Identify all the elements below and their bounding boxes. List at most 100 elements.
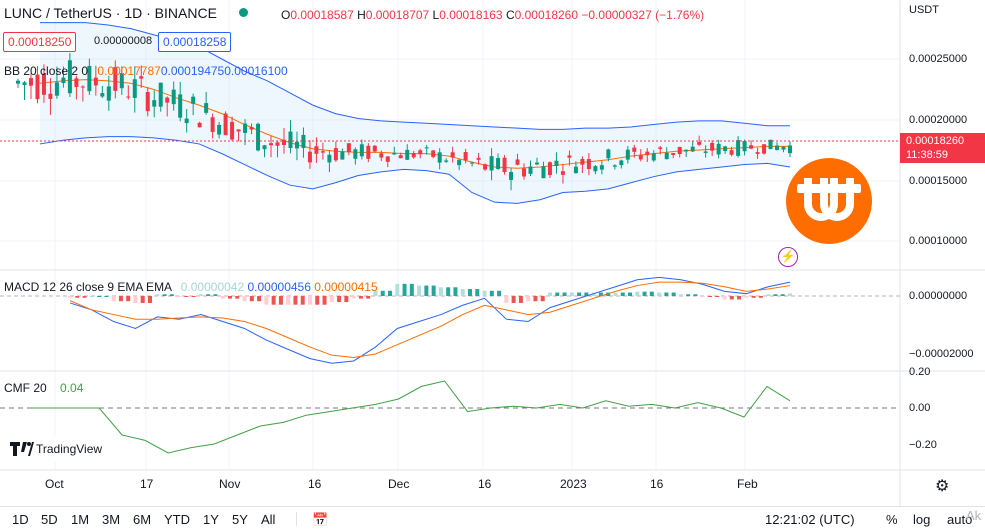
candle-body — [184, 118, 189, 124]
bb-lower-value: 0.00016100 — [224, 64, 288, 78]
symbol-title[interactable]: LUNC / TetherUS · 1D · BINANCE — [4, 5, 217, 21]
ohlc-c-label: C — [505, 8, 515, 22]
candle-body — [100, 93, 105, 97]
macd-histogram-bar — [606, 292, 611, 296]
candle-body — [385, 156, 390, 162]
candle-body — [755, 152, 760, 154]
candle-body — [645, 151, 650, 156]
bb-band-fill — [40, 22, 790, 204]
sell-button[interactable]: 0.00018250 — [3, 32, 77, 52]
candle-body — [87, 65, 92, 92]
date-range-icon[interactable] — [296, 512, 297, 526]
percent-toggle[interactable]: % — [886, 512, 898, 527]
macd-histogram-bar — [308, 296, 312, 305]
candle-body — [191, 96, 196, 104]
candle-body — [223, 113, 228, 136]
candle-body — [275, 142, 280, 146]
cmf-label: CMF 20 — [4, 381, 47, 395]
macd-histogram-bar — [169, 294, 174, 296]
candle-body — [749, 145, 754, 149]
macd-histogram-bar — [104, 296, 109, 297]
auto-toggle[interactable]: auto — [947, 512, 973, 527]
cmf-value: 0.04 — [60, 381, 84, 395]
range-5d[interactable]: 5D — [41, 512, 58, 527]
candle-body — [327, 154, 332, 163]
candle-body — [243, 123, 248, 133]
candle-body — [554, 160, 559, 167]
macd-histogram-bar — [228, 296, 232, 299]
macd-histogram-bar — [300, 296, 305, 305]
candle-body — [450, 152, 455, 158]
range-6m[interactable]: 6M — [133, 512, 152, 527]
cmf-legend[interactable]: CMF 20 0.04 — [4, 381, 83, 395]
ohlc-open: 0.00018587 — [290, 8, 354, 22]
candle-body — [716, 143, 721, 155]
macd-histogram-bar — [722, 296, 727, 300]
range-5y[interactable]: 5Y — [232, 512, 248, 527]
candle-body — [16, 80, 20, 84]
macd-histogram-bar — [649, 291, 654, 296]
candle-body — [476, 157, 481, 160]
last-price-tag: 0.00018260 11:38:59 — [900, 133, 985, 163]
macd-histogram-bar — [97, 296, 102, 297]
range-1d[interactable]: 1D — [12, 512, 29, 527]
macd-histogram-bar — [504, 296, 509, 303]
candle-body — [651, 153, 656, 161]
macd-signal-value: 0.00000415 — [314, 280, 378, 294]
macd-histogram-bar — [358, 296, 363, 299]
price-tick-0: 0.00025000 — [909, 53, 968, 65]
tradingview-logo[interactable]: TradingView — [6, 436, 106, 462]
macd-histogram-bar — [155, 294, 160, 296]
macd-histogram-bar — [366, 296, 371, 299]
candle-body — [126, 96, 131, 98]
macd-histogram-bar — [380, 290, 385, 296]
macd-histogram-bar — [395, 283, 400, 296]
macd-histogram-bar — [286, 296, 291, 305]
candle-body — [424, 147, 429, 149]
candle-body — [204, 103, 209, 113]
candle-body — [437, 152, 442, 163]
macd-histogram-bar — [642, 291, 647, 296]
bb-legend[interactable]: BB 20 close 2 0 0.000177870.000194750.00… — [4, 64, 288, 78]
candle-body — [119, 73, 124, 89]
price-tick-3: 0.00010000 — [909, 235, 968, 247]
utc-clock[interactable]: 12:21:02 (UTC) — [765, 512, 855, 527]
settings-gear-icon[interactable]: ⚙ — [935, 478, 950, 495]
macd-histogram-bar — [133, 296, 138, 303]
macd-line — [69, 276, 791, 364]
macd-histogram-bar — [693, 294, 698, 296]
candle-body — [152, 100, 157, 107]
tradingview-label: TradingView — [36, 442, 103, 456]
calendar-icon[interactable]: 📅 — [312, 512, 329, 527]
range-1y[interactable]: 1Y — [203, 512, 219, 527]
candle-body — [54, 82, 59, 96]
candle-body — [366, 145, 371, 159]
range-all[interactable]: All — [261, 512, 276, 527]
log-toggle[interactable]: log — [913, 512, 931, 527]
macd-histogram-bar — [111, 296, 116, 302]
macd-histogram-bar — [671, 292, 676, 296]
macd-histogram-bar — [446, 287, 451, 296]
candle-body — [788, 145, 792, 154]
range-3m[interactable]: 3M — [102, 512, 121, 527]
macd-histogram-bar — [409, 283, 414, 296]
macd-histogram-bar — [264, 296, 269, 305]
currency-label[interactable]: USDT — [909, 4, 939, 16]
ohlc-change: −0.00000327 (−1.76%) — [581, 8, 705, 22]
candle-body — [496, 158, 501, 169]
candle-body — [171, 89, 176, 105]
time-label-oct: Oct — [45, 477, 64, 491]
candle-body — [781, 146, 786, 150]
range-1m[interactable]: 1M — [71, 512, 90, 527]
macd-histogram-bar — [657, 292, 662, 296]
range-ytd[interactable]: YTD — [164, 512, 190, 527]
candle-body — [35, 74, 40, 100]
cmf-tick-2: −0.20 — [909, 439, 937, 451]
macd-legend[interactable]: MACD 12 26 close 9 EMA EMA 0.00000042 0.… — [4, 280, 378, 294]
candle-body — [294, 141, 299, 149]
macd-histogram-bar — [773, 294, 778, 296]
candle-body — [236, 129, 241, 132]
buy-button[interactable]: 0.00018258 — [158, 32, 232, 52]
lightning-icon[interactable]: ⚡ — [778, 247, 798, 267]
